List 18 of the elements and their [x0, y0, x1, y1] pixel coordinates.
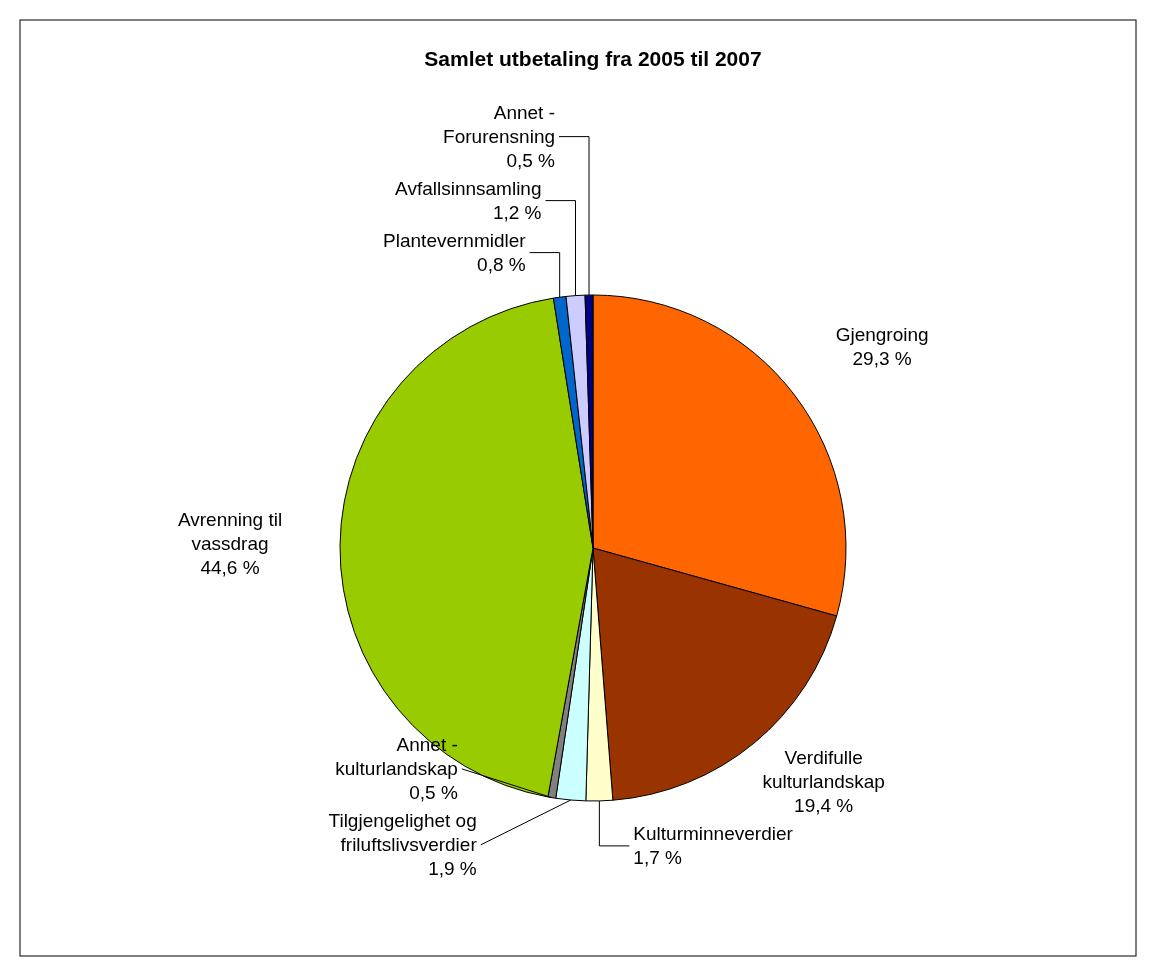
slice-label: Annet - Forurensning	[443, 101, 556, 147]
slice-label: Verdifulle kulturlandskap	[762, 746, 885, 792]
chart-title: Samlet utbetaling fra 2005 til 2007	[424, 47, 762, 70]
data-label: 1,7 %	[633, 846, 683, 868]
slice-label: Plantevernmidler	[383, 229, 527, 251]
data-label: 0,5 %	[506, 149, 556, 171]
slice-label: Gjengroing	[835, 323, 929, 345]
slice-label: Tilgjengelighet og friluftslivsverdier	[328, 809, 478, 855]
slice-label: Kulturminneverdier	[633, 822, 794, 844]
data-label: 19,4 %	[794, 794, 854, 816]
data-label: 1,2 %	[492, 201, 542, 223]
slice-label: Avfallsinnsamling	[395, 177, 542, 199]
data-label: 0,8 %	[477, 253, 526, 275]
data-label: 1,9 %	[428, 857, 477, 879]
slice-label: Avrenning til vassdrag	[177, 509, 283, 555]
data-label: 29,3 %	[852, 347, 912, 369]
data-label: 44,6 %	[200, 557, 260, 579]
data-label: 0,5 %	[409, 781, 458, 803]
